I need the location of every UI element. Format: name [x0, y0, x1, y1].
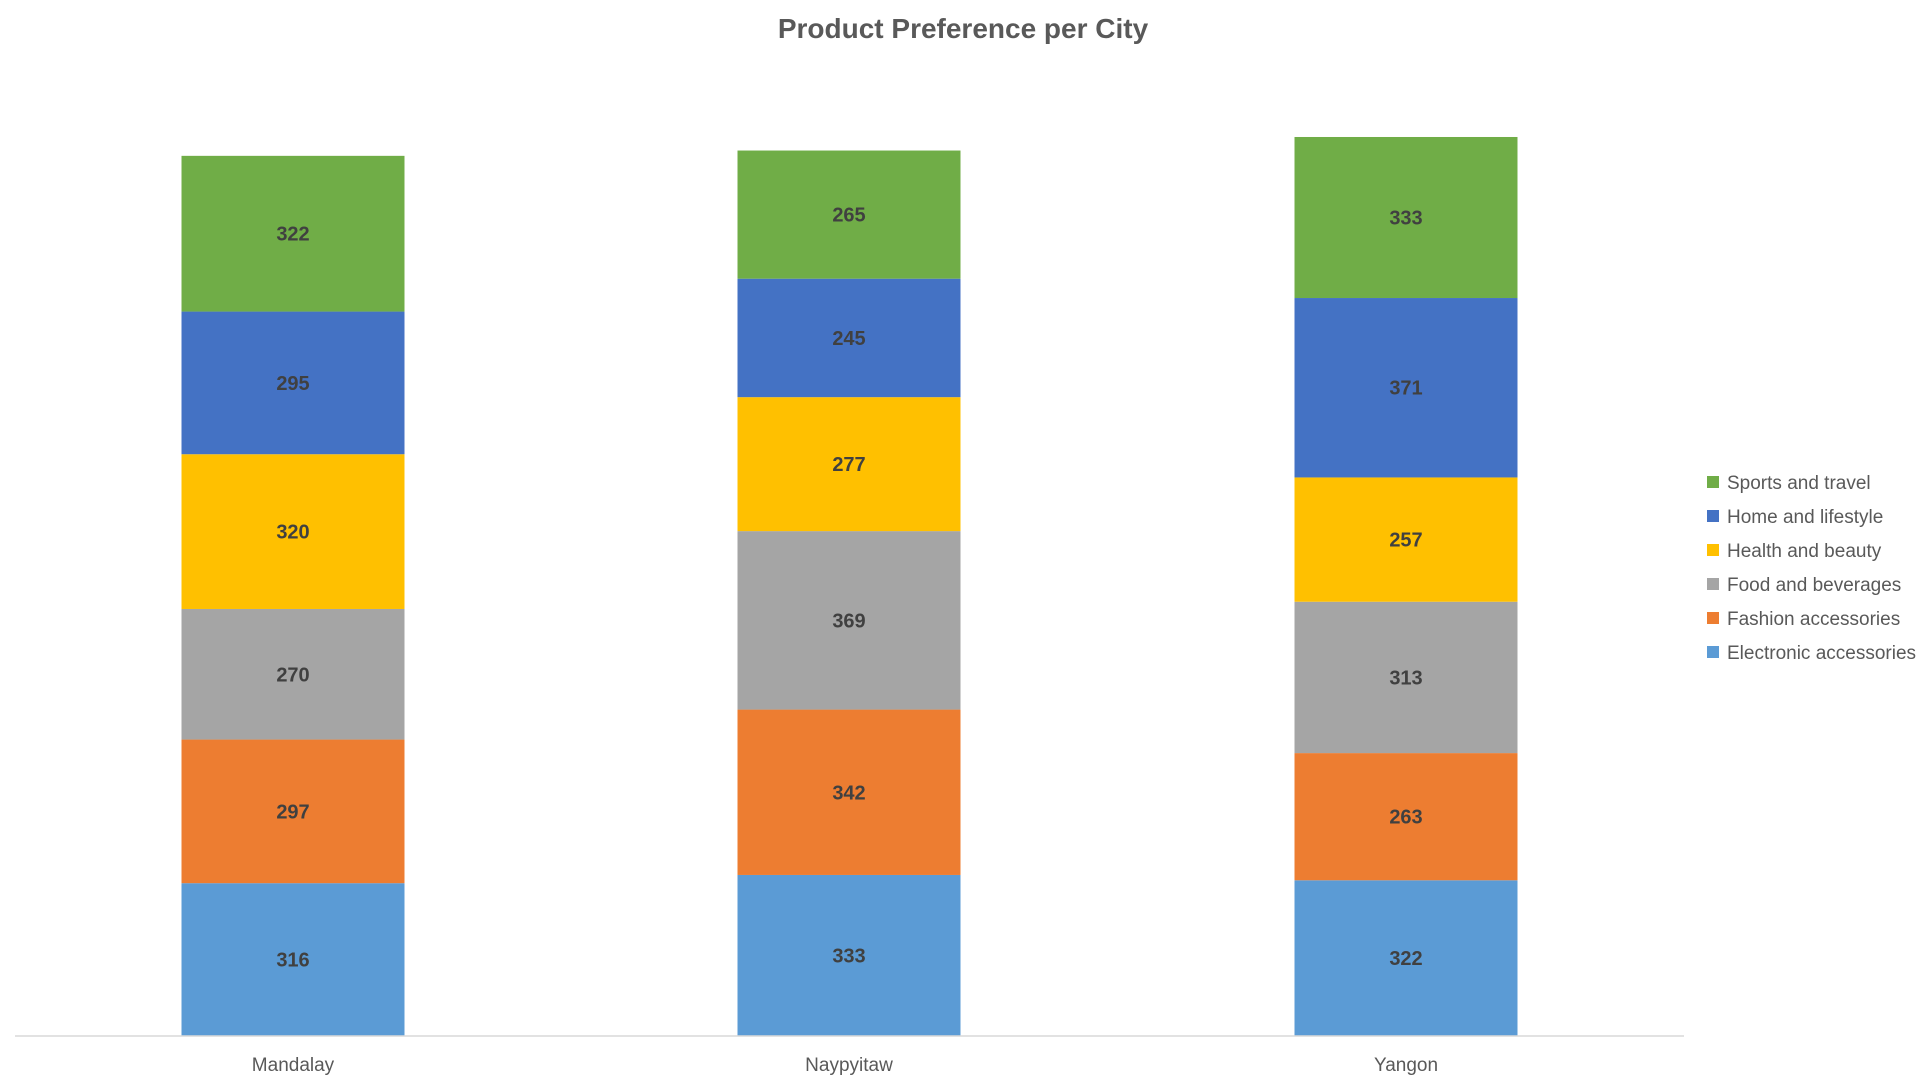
data-label: 265	[832, 205, 865, 227]
bar-segment	[737, 278, 961, 398]
data-label: 257	[1389, 530, 1422, 552]
bars-layer: 316 297 270 320 295 322 333 342 369 277 245 265 322 2…	[181, 136, 1518, 1036]
data-label: 316	[276, 950, 309, 972]
bar-segment	[737, 709, 961, 875]
legend-item: Health and beauty	[1707, 541, 1882, 562]
x-tick-label: Yangon	[1374, 1055, 1438, 1076]
legend-swatch	[1707, 544, 1719, 556]
bar-segment	[181, 883, 405, 1036]
data-label: 297	[276, 801, 309, 823]
bar-segment	[181, 454, 405, 609]
bar-segment	[737, 531, 961, 710]
data-label: 342	[832, 782, 865, 804]
bar-segment	[737, 150, 961, 279]
legend-label: Home and lifestyle	[1727, 507, 1883, 528]
legend-item: Sports and travel	[1707, 473, 1871, 494]
legend: Sports and travel Home and lifestyle Healt…	[1707, 473, 1916, 664]
data-label: 369	[832, 610, 865, 632]
legend-item: Electronic accessories	[1707, 643, 1916, 664]
bar-segment	[181, 311, 405, 455]
legend-item: Home and lifestyle	[1707, 507, 1883, 528]
legend-item: Food and beverages	[1707, 575, 1901, 596]
data-label: 263	[1389, 807, 1422, 829]
bar-segment	[737, 874, 961, 1036]
data-label: 270	[276, 664, 309, 686]
bar-segment	[1294, 753, 1518, 881]
bar-segment	[1294, 136, 1518, 299]
x-tick-label: Naypyitaw	[805, 1055, 893, 1076]
x-tick-label: Mandalay	[252, 1055, 335, 1076]
x-axis-ticks: Mandalay Naypyitaw Yangon	[252, 1055, 1438, 1076]
legend-label: Sports and travel	[1727, 473, 1871, 494]
data-label: 322	[276, 224, 309, 246]
data-label: 333	[1389, 208, 1422, 230]
bar-segment	[1294, 880, 1518, 1036]
legend-label: Food and beverages	[1727, 575, 1901, 596]
legend-swatch	[1707, 510, 1719, 522]
data-label: 295	[276, 373, 309, 395]
chart-title: Product Preference per City	[778, 13, 1149, 44]
bar-segment	[181, 608, 405, 740]
bar-segment	[181, 739, 405, 884]
bar-segment	[1294, 298, 1518, 478]
bar-segment	[1294, 601, 1518, 754]
bar-segment	[181, 155, 405, 312]
legend-swatch	[1707, 646, 1719, 658]
data-label: 371	[1389, 378, 1422, 400]
data-label: 313	[1389, 667, 1422, 689]
legend-swatch	[1707, 578, 1719, 590]
bar-segment	[1294, 477, 1518, 602]
data-label: 322	[1389, 948, 1422, 970]
data-label: 277	[832, 454, 865, 476]
legend-label: Health and beauty	[1727, 541, 1882, 562]
data-label: 245	[832, 328, 865, 350]
legend-swatch	[1707, 612, 1719, 624]
data-label: 320	[276, 522, 309, 544]
legend-label: Electronic accessories	[1727, 643, 1916, 664]
bar-segment	[737, 397, 961, 532]
data-label: 333	[832, 945, 865, 967]
legend-label: Fashion accessories	[1727, 609, 1900, 630]
legend-swatch	[1707, 476, 1719, 488]
legend-item: Fashion accessories	[1707, 609, 1900, 630]
